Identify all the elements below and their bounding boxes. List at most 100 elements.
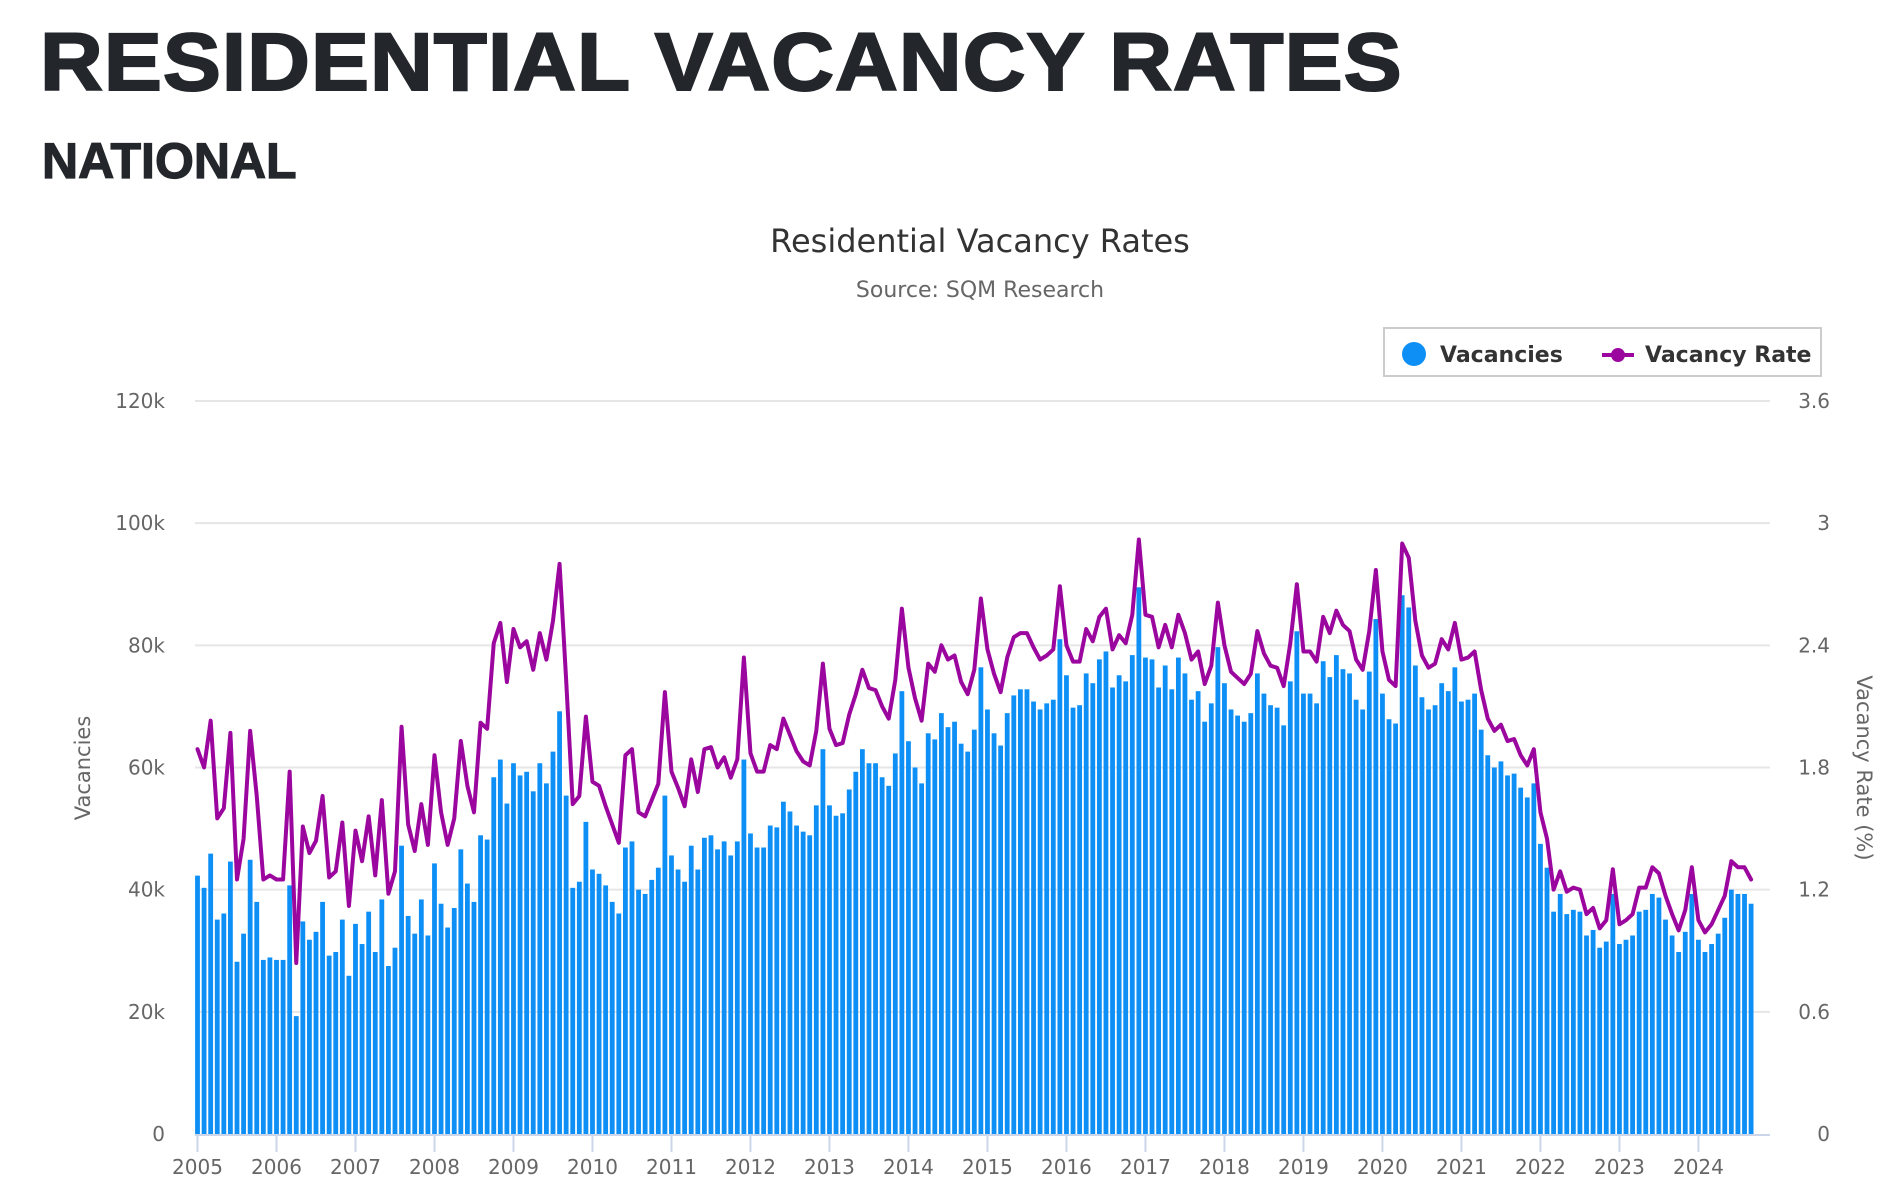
vacancies-bar bbox=[1268, 705, 1273, 1134]
vacancies-bar bbox=[1169, 689, 1175, 1134]
vacancies-bar bbox=[1314, 703, 1320, 1134]
vacancies-bar bbox=[1669, 935, 1675, 1134]
vacancies-bar bbox=[366, 911, 372, 1134]
vacancies-bar bbox=[1228, 709, 1234, 1134]
vacancies-bar bbox=[728, 855, 734, 1134]
vacancies-bar bbox=[1149, 659, 1155, 1134]
vacancies-bar bbox=[1702, 951, 1708, 1134]
vacancies-bar bbox=[320, 901, 325, 1134]
vacancies-bar bbox=[451, 907, 457, 1134]
vacancies-bar bbox=[412, 933, 418, 1134]
legend-item-vacancy-rate[interactable]: Vacancy Rate bbox=[1602, 343, 1811, 368]
vacancies-bar bbox=[985, 709, 990, 1134]
vacancies-bar bbox=[1393, 723, 1399, 1134]
right-tick-label: 3.6 bbox=[1798, 389, 1830, 413]
vacancies-bar bbox=[774, 827, 780, 1134]
page-title: RESIDENTIAL VACANCY RATES bbox=[39, 17, 1403, 108]
vacancies-bar bbox=[853, 771, 859, 1134]
x-tick-label: 2013 bbox=[804, 1155, 855, 1179]
left-tick-label: 0 bbox=[152, 1122, 165, 1146]
vacancies-bar bbox=[1380, 693, 1385, 1134]
vacancies-bar bbox=[1320, 661, 1326, 1134]
vacancies-bar bbox=[280, 959, 286, 1134]
vacancies-bar bbox=[359, 944, 365, 1134]
chart-subtitle: Source: SQM Research bbox=[856, 278, 1104, 303]
vacancies-bar bbox=[465, 883, 470, 1134]
x-tick-label: 2005 bbox=[172, 1155, 223, 1179]
vacancies-bar bbox=[379, 899, 385, 1134]
vacancies-bar bbox=[1432, 705, 1438, 1134]
vacancies-bar bbox=[1050, 699, 1056, 1134]
vacancies-bar bbox=[563, 795, 569, 1134]
vacancies-bar bbox=[952, 721, 957, 1134]
x-tick-label: 2006 bbox=[251, 1155, 302, 1179]
vacancies-bar bbox=[919, 783, 925, 1134]
vacancies-bar bbox=[708, 835, 714, 1134]
page-subtitle: NATIONAL bbox=[41, 133, 297, 189]
vacancies-bar bbox=[649, 879, 655, 1134]
vacancies-bar bbox=[1584, 935, 1589, 1134]
vacancies-bar bbox=[925, 733, 931, 1134]
vacancies-bar bbox=[1617, 944, 1622, 1134]
vacancies-bar bbox=[866, 763, 872, 1134]
vacancies-bar bbox=[1426, 709, 1431, 1134]
vacancies-bar bbox=[1544, 867, 1550, 1134]
vacancies-bar bbox=[214, 919, 220, 1134]
vacancies-bar bbox=[958, 743, 964, 1134]
vacancies-bar bbox=[1024, 689, 1030, 1134]
right-tick-label: 1.2 bbox=[1798, 878, 1830, 902]
vacancies-bar bbox=[1610, 893, 1616, 1134]
vacancies-bar bbox=[1491, 767, 1497, 1134]
vacancies-bar bbox=[300, 921, 306, 1134]
vacancies-bar bbox=[307, 939, 312, 1134]
vacancies-bar bbox=[1412, 665, 1418, 1134]
vacancies-bar bbox=[576, 881, 582, 1134]
vacancies-bar bbox=[1175, 657, 1181, 1134]
x-tick-label: 2010 bbox=[567, 1155, 618, 1179]
vacancies-bar bbox=[965, 751, 971, 1134]
vacancies-bar bbox=[1347, 673, 1352, 1134]
vacancies-bar bbox=[1676, 951, 1682, 1134]
vacancies-bar bbox=[932, 739, 938, 1134]
vacancies-bar bbox=[734, 841, 740, 1134]
vacancies-bar bbox=[1465, 699, 1471, 1134]
vacancies-bar bbox=[438, 903, 444, 1134]
vacancies-bar bbox=[399, 845, 404, 1134]
vacancies-bar bbox=[1287, 681, 1293, 1134]
x-tick-label: 2021 bbox=[1436, 1155, 1487, 1179]
vacancies-bar bbox=[807, 835, 813, 1134]
vacancies-bar bbox=[1235, 715, 1241, 1134]
vacancies-bar bbox=[701, 837, 707, 1134]
vacancies-bar bbox=[780, 801, 786, 1134]
vacancies-bar bbox=[524, 771, 530, 1134]
vacancies-bar bbox=[1590, 929, 1596, 1134]
vacancies-bar bbox=[741, 759, 747, 1134]
vacancies-bar bbox=[906, 741, 911, 1134]
vacancies-bar bbox=[1472, 693, 1477, 1134]
vacancies-bar bbox=[1004, 713, 1010, 1134]
vacancies-bar bbox=[497, 759, 503, 1134]
vacancies-bar bbox=[938, 713, 944, 1134]
vacancies-bar bbox=[458, 849, 464, 1134]
vacancies-bar bbox=[1333, 655, 1339, 1134]
vacancies-bar bbox=[1564, 914, 1570, 1134]
legend-item-vacancies[interactable]: Vacancies bbox=[1402, 342, 1563, 368]
vacancies-bar bbox=[557, 711, 562, 1134]
vacancies-bar bbox=[1735, 893, 1741, 1134]
vacancies-bar bbox=[274, 959, 279, 1134]
vacancies-bar bbox=[1722, 917, 1728, 1134]
vacancies-bar bbox=[800, 831, 806, 1134]
left-tick-label: 100k bbox=[115, 511, 165, 535]
vacancies-bar bbox=[636, 889, 641, 1134]
vacancies-bar bbox=[873, 763, 878, 1134]
vacancies-bar bbox=[1090, 683, 1096, 1134]
vacancies-bar bbox=[544, 783, 549, 1134]
x-tick-label: 2014 bbox=[883, 1155, 934, 1179]
left-tick-label: 20k bbox=[128, 1000, 165, 1024]
legend: Vacancies Vacancy Rate bbox=[1383, 327, 1822, 377]
vacancies-bar bbox=[550, 751, 556, 1134]
vacancies-bar bbox=[1215, 647, 1221, 1134]
vacancies-bar bbox=[511, 763, 516, 1134]
vacancies-bar bbox=[991, 733, 997, 1134]
vacancies-bar bbox=[241, 933, 246, 1134]
